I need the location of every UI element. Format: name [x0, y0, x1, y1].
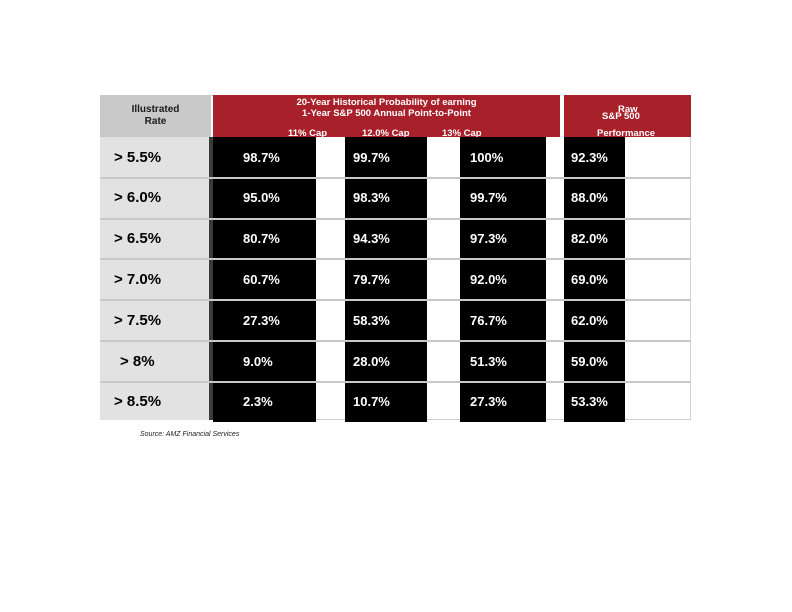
row-divider — [100, 380, 691, 383]
cap-12-value: 99.7% — [353, 149, 390, 165]
row-divider — [100, 258, 691, 261]
rate-cell: > 8.5% — [114, 393, 162, 411]
value-cell-bg — [460, 259, 546, 300]
header-probability-line1: 20-Year Historical Probability of earnin… — [296, 97, 477, 108]
header-probability: 20-Year Historical Probability of earnin… — [213, 95, 560, 137]
raw-sp500-value: 59.0% — [571, 353, 608, 369]
column-divider — [209, 137, 213, 420]
value-cell-bg — [460, 218, 546, 259]
header-separator — [560, 95, 564, 137]
value-cell-bg — [564, 341, 625, 381]
cap-12-value: 98.3% — [353, 190, 390, 206]
value-cell-bg — [345, 341, 427, 381]
row-divider — [100, 217, 691, 220]
raw-sp500-value: 92.3% — [571, 149, 608, 165]
rate-cell: > 6.5% — [114, 230, 162, 248]
header-cap-11: 11% Cap — [288, 128, 328, 139]
value-cell-bg — [213, 381, 316, 422]
value-cell-bg — [213, 259, 316, 300]
value-cell-bg — [460, 300, 546, 341]
table-row: > 7.5% 27.3% 58.3% 76.7% 62.0% — [100, 300, 691, 341]
value-cell-bg — [460, 177, 546, 218]
raw-sp500-value: 53.3% — [571, 394, 608, 410]
row-divider — [100, 340, 691, 342]
cap-13-value: 97.3% — [470, 231, 507, 247]
rate-cell: > 5.5% — [114, 148, 162, 166]
cap-11-value: 98.7% — [243, 149, 280, 165]
cap-13-value: 76.7% — [470, 312, 507, 328]
value-cell-bg — [564, 300, 625, 341]
value-cell-bg — [345, 381, 427, 422]
cap-11-value: 2.3% — [243, 394, 273, 410]
cap-13-value: 27.3% — [470, 394, 507, 410]
table-row: > 5.5% 98.7% 99.7% 100% 92.3% — [100, 137, 691, 177]
value-cell-bg — [460, 137, 546, 177]
value-cell-bg — [460, 381, 546, 422]
cap-12-value: 94.3% — [353, 231, 390, 247]
header-performance-label: Performance — [597, 128, 656, 139]
rate-cell: > 6.0% — [114, 189, 162, 207]
header-cap-12: 12.0% Cap — [362, 128, 410, 139]
cap-11-value: 95.0% — [243, 190, 280, 206]
header-illustrated-rate: Illustrated Rate — [100, 95, 211, 137]
source-note: Source: AMZ Financial Services — [140, 431, 240, 438]
header-sp500-label: S&P 500 — [602, 111, 640, 122]
rate-cell: > 8% — [120, 352, 155, 370]
table-row: > 6.5% 80.7% 94.3% 97.3% 82.0% — [100, 218, 691, 259]
rate-column — [100, 137, 211, 420]
header-raw-label: Raw — [618, 104, 638, 115]
header-cap-13: 13% Cap — [442, 128, 482, 139]
raw-sp500-value: 88.0% — [571, 190, 608, 206]
row-divider — [100, 299, 691, 302]
probability-table: Illustrated Rate 20-Year Historical Prob… — [100, 95, 691, 422]
raw-sp500-value: 82.0% — [571, 231, 608, 247]
value-cell-bg — [564, 259, 625, 300]
value-cell-bg — [213, 137, 316, 177]
table-row: > 8.5% 2.3% 10.7% 27.3% 53.3% — [100, 381, 691, 422]
cap-12-value: 10.7% — [353, 394, 390, 410]
value-cell-bg — [564, 381, 625, 422]
header-illustrated-label: Illustrated — [131, 104, 180, 115]
cap-12-value: 58.3% — [353, 312, 390, 328]
header-raw-performance: Raw S&P 500 Performance — [564, 95, 691, 139]
value-cell-bg — [345, 300, 427, 341]
value-cell-bg — [564, 177, 625, 218]
rate-cell: > 7.0% — [114, 270, 162, 288]
value-cell-bg — [213, 177, 316, 218]
value-cell-bg — [213, 341, 316, 381]
cap-13-value: 51.3% — [470, 353, 507, 369]
value-cell-bg — [213, 218, 316, 259]
cap-13-value: 92.0% — [470, 271, 507, 287]
raw-sp500-value: 62.0% — [571, 312, 608, 328]
value-cell-bg — [460, 341, 546, 381]
rate-cell: > 7.5% — [114, 311, 162, 329]
cap-13-value: 100% — [470, 149, 504, 165]
cap-11-value: 27.3% — [243, 312, 280, 328]
row-divider — [100, 176, 691, 179]
cap-13-value: 99.7% — [470, 190, 507, 206]
cap-12-value: 79.7% — [353, 271, 390, 287]
value-cell-bg — [564, 137, 625, 177]
value-cell-bg — [345, 218, 427, 259]
cap-11-value: 80.7% — [243, 231, 280, 247]
table-row: > 7.0% 60.7% 79.7% 92.0% 69.0% — [100, 259, 691, 300]
value-cell-bg — [345, 177, 427, 218]
header-rate-label: Rate — [144, 116, 167, 127]
value-cell-bg — [213, 300, 316, 341]
cap-11-value: 60.7% — [243, 271, 280, 287]
header-probability-line2: 1-Year S&P 500 Annual Point-to-Point — [302, 108, 471, 119]
value-cell-bg — [345, 137, 427, 177]
raw-sp500-value: 69.0% — [571, 271, 608, 287]
value-cell-bg — [564, 218, 625, 259]
value-cell-bg — [345, 259, 427, 300]
cap-11-value: 9.0% — [243, 353, 273, 369]
table-row: > 6.0% 95.0% 98.3% 99.7% 88.0% — [100, 177, 691, 218]
table-row: > 8% 9.0% 28.0% 51.3% 59.0% — [100, 341, 691, 381]
cap-12-value: 28.0% — [353, 353, 390, 369]
